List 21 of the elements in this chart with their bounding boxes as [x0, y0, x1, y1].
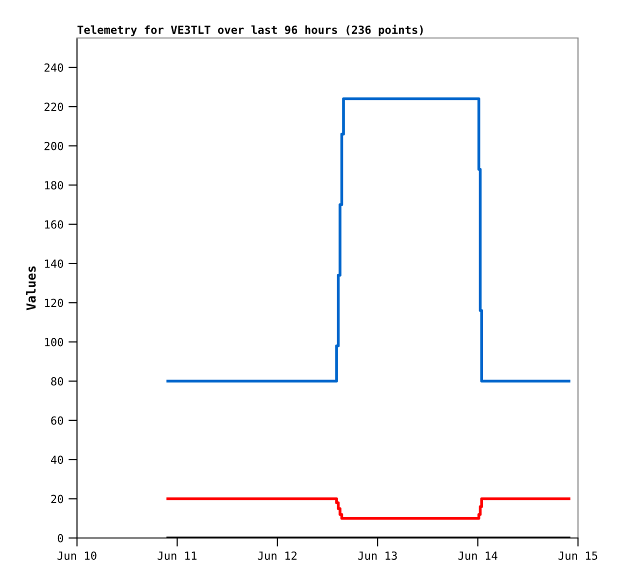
x-tick-label: Jun 11: [158, 552, 197, 560]
x-tick-label: Jun 10: [58, 551, 96, 560]
y-tick-label: 20: [51, 494, 64, 504]
y-tick-label: 120: [45, 298, 64, 308]
y-axis-title: Values: [26, 266, 36, 310]
y-tick-label: 160: [45, 220, 64, 229]
y-tick-label: 40: [50, 456, 64, 464]
y-tick-label: 100: [45, 338, 64, 346]
y-tick-label: 240: [44, 63, 64, 72]
x-tick-label: Jun 13: [358, 551, 397, 560]
x-tick-label: Jun 15: [558, 552, 598, 560]
y-tick-label: 220: [44, 102, 64, 112]
chart-title: Telemetry for VE3TLT over last 96 hours (236 points): [77, 24, 423, 36]
y-tick-label: 60: [51, 416, 64, 425]
y-tick-label: 0: [58, 534, 64, 542]
x-tick-label: Jun 12: [258, 551, 297, 560]
y-tick-label: 140: [45, 259, 64, 268]
y-tick-label: 180: [45, 181, 64, 190]
y-tick-label: 200: [44, 142, 64, 150]
x-tick-label: Jun 14: [458, 552, 498, 560]
y-tick-label: 80: [51, 377, 64, 386]
